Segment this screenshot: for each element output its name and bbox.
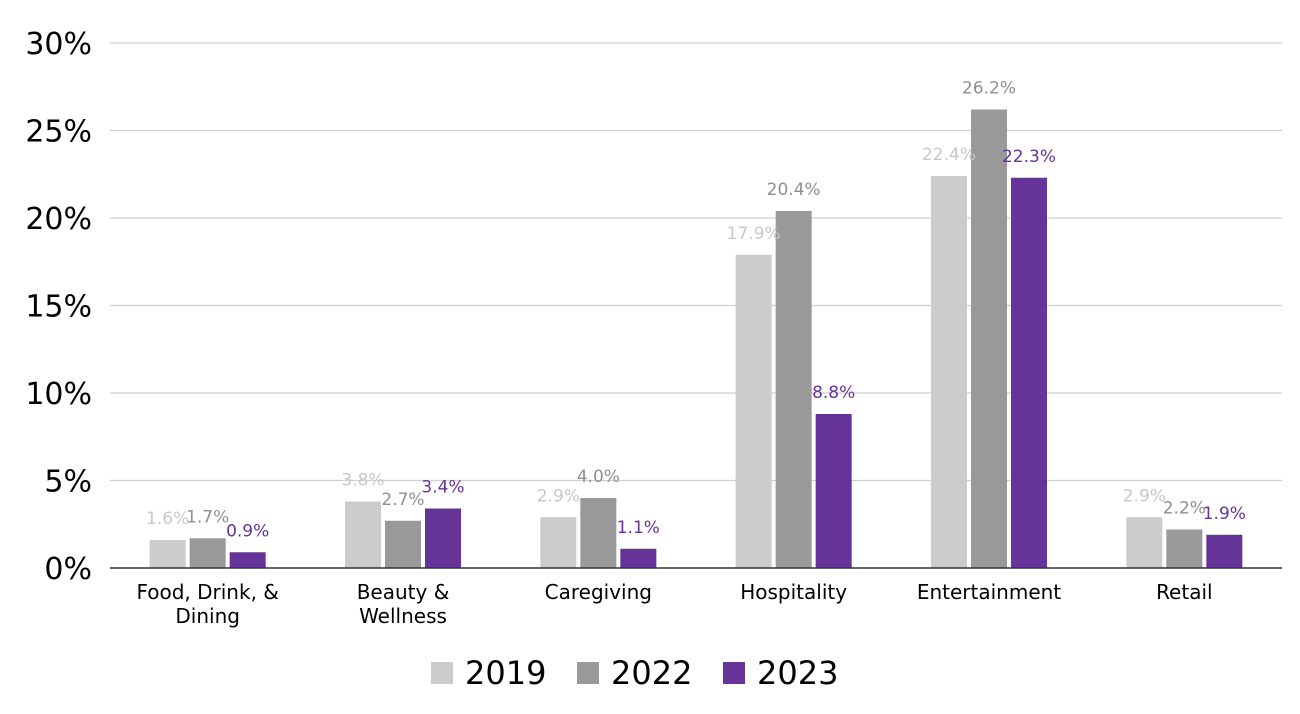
- x-tick-label: Caregiving: [545, 580, 652, 604]
- y-tick-label: 30%: [25, 27, 92, 62]
- y-axis-tick-labels: 0% 5% 10% 15% 20% 25% 30%: [25, 27, 92, 587]
- y-tick-label: 15%: [25, 290, 92, 325]
- bars: [149, 109, 1243, 568]
- data-label-2022: 20.4%: [767, 180, 821, 200]
- bar-2019: [345, 501, 381, 568]
- bar-2023: [1011, 177, 1047, 568]
- bar-2023: [229, 552, 266, 568]
- x-tick-label: Food, Drink, & Dining: [136, 580, 278, 628]
- legend-label-2023: 2023: [757, 654, 838, 692]
- legend: 2019 2022 2023: [431, 654, 838, 692]
- x-tick-label-line: Caregiving: [545, 580, 652, 604]
- x-tick-label-line: Food, Drink, &: [136, 580, 278, 604]
- x-tick-label-line: Dining: [175, 604, 240, 628]
- data-label-2019: 22.4%: [922, 145, 976, 165]
- data-label-2023: 8.8%: [812, 383, 855, 403]
- bar-2019: [540, 517, 577, 568]
- data-label-2023: 1.9%: [1203, 504, 1246, 524]
- data-label-2023: 3.4%: [421, 478, 464, 498]
- bar-2022: [189, 538, 226, 568]
- bar-2022: [971, 109, 1007, 568]
- legend-swatch-2023: [723, 662, 745, 684]
- bar-2023: [1206, 534, 1243, 568]
- data-label-2022: 26.2%: [962, 79, 1016, 99]
- data-label-2019: 1.6%: [146, 509, 189, 529]
- x-tick-label: Hospitality: [740, 580, 847, 604]
- legend-swatch-2022: [577, 662, 599, 684]
- y-tick-label: 5%: [44, 465, 92, 500]
- data-label-2023: 0.9%: [226, 521, 269, 541]
- x-tick-label-line: Beauty &: [357, 580, 450, 604]
- x-tick-label-line: Wellness: [359, 604, 447, 628]
- x-tick-label: Beauty & Wellness: [357, 580, 450, 628]
- data-label-2022: 2.7%: [381, 490, 424, 510]
- x-tick-label-line: Retail: [1156, 580, 1213, 604]
- data-label-2023: 1.1%: [617, 518, 660, 538]
- bar-2019: [931, 176, 967, 568]
- data-label-2022: 4.0%: [577, 467, 620, 487]
- legend-label-2019: 2019: [465, 654, 546, 692]
- data-label-2022: 1.7%: [186, 507, 229, 527]
- data-labels: 1.6%1.7%0.9%3.8%2.7%3.4% 2.9%4.0%1.1%17.9…: [146, 79, 1246, 542]
- legend-swatch-2019: [431, 662, 453, 684]
- bar-2022: [1166, 529, 1203, 568]
- bar-2023: [425, 508, 461, 568]
- y-tick-label: 25%: [25, 115, 92, 150]
- bar-2023: [815, 414, 852, 568]
- y-tick-label: 10%: [25, 377, 92, 412]
- data-label-2019: 17.9%: [727, 224, 781, 244]
- gridlines: [110, 42, 1282, 482]
- x-tick-label: Retail: [1156, 580, 1213, 604]
- x-tick-label: Entertainment: [917, 580, 1061, 604]
- bar-2022: [385, 520, 421, 568]
- legend-label-2022: 2022: [611, 654, 692, 692]
- bar-2022: [775, 211, 812, 568]
- y-tick-label: 20%: [25, 202, 92, 237]
- x-tick-label-line: Entertainment: [917, 580, 1061, 604]
- data-label-2019: 2.9%: [1123, 486, 1166, 506]
- x-tick-label-line: Hospitality: [740, 580, 847, 604]
- bar-2019: [735, 254, 772, 568]
- bar-2022: [580, 498, 617, 568]
- bar-2019: [149, 540, 186, 568]
- data-label-2019: 2.9%: [537, 486, 580, 506]
- data-label-2022: 2.2%: [1163, 499, 1206, 519]
- y-tick-label: 0%: [44, 552, 92, 587]
- data-label-2023: 22.3%: [1002, 147, 1056, 167]
- data-label-2019: 3.8%: [341, 471, 384, 491]
- bar-2019: [1126, 517, 1163, 568]
- x-axis-tick-labels: Food, Drink, & Dining Beauty & Wellness Care…: [136, 580, 1212, 628]
- bar-2023: [620, 548, 657, 568]
